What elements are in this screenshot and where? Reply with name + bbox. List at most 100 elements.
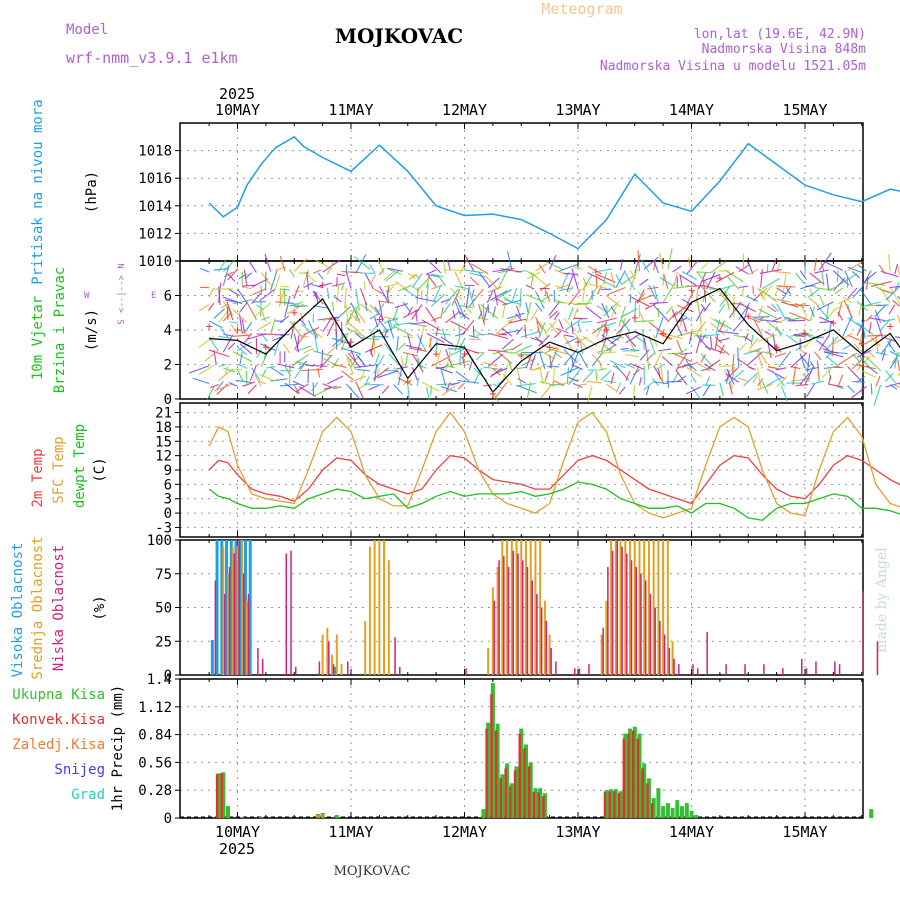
wind-arrow — [538, 334, 551, 347]
wind-arrow — [789, 311, 810, 322]
wind-arrow — [220, 303, 229, 309]
precip-frozen-bar — [321, 814, 325, 818]
wind-arrow — [896, 264, 900, 275]
wind-arrow — [259, 288, 276, 302]
wind-arrow — [218, 308, 231, 323]
wind-arrow — [775, 367, 787, 371]
wind-arrow — [894, 351, 898, 369]
wind-arrow — [206, 386, 215, 400]
wind-arrow — [322, 316, 333, 333]
wind-arrow — [257, 380, 267, 385]
wind-arrow — [861, 370, 876, 378]
wind-arrow — [388, 353, 399, 364]
day-label-bottom: 15MAY — [782, 823, 827, 841]
wind-arrow — [563, 318, 577, 332]
wind-arrow — [516, 366, 527, 370]
wind-arrow — [377, 370, 399, 379]
wind-arrow — [298, 360, 308, 370]
wind-arrow — [810, 360, 815, 369]
wind-arrow — [378, 303, 385, 312]
wind-arrow — [315, 259, 333, 270]
wind-arrow — [659, 277, 673, 286]
wind-direction-key: W E <--|--> N S — [84, 263, 156, 324]
wind-arrow — [565, 337, 579, 344]
wind-arrow — [831, 337, 834, 357]
wind-arrow — [471, 289, 475, 298]
wind-arrow — [598, 367, 607, 371]
wind-arrow — [866, 349, 875, 358]
wind-arrow — [544, 287, 547, 297]
wind-arrow — [383, 271, 394, 281]
wind-arrow — [355, 333, 365, 341]
precip-total-bar — [542, 793, 547, 818]
sfc-temp-line — [208, 411, 900, 519]
wind-arrow — [696, 271, 711, 274]
wind-arrow — [402, 301, 411, 313]
wind-arrow — [427, 275, 437, 287]
wind-arrow — [888, 337, 891, 348]
wind-gust-mark — [660, 330, 667, 337]
wind-arrow — [722, 286, 730, 297]
wind-arrow — [571, 268, 579, 290]
wind-arrow — [887, 340, 896, 353]
wind-arrow — [609, 360, 626, 369]
wind-arrow — [321, 349, 324, 368]
wind-arrow — [597, 351, 616, 355]
wind-arrow — [292, 354, 309, 367]
wind-arrow — [600, 370, 612, 381]
precip-conv-bar — [523, 748, 526, 818]
wind-arrow — [355, 364, 375, 368]
wind-arrow — [781, 286, 792, 301]
dir-arrow: <--|--> — [117, 274, 127, 313]
wind-arrow — [345, 383, 361, 400]
precip-total-bar — [646, 778, 651, 818]
wind-arrow — [327, 341, 343, 355]
precip-total-bar — [613, 789, 618, 818]
wind-arrow — [472, 288, 484, 302]
wind-arrow — [675, 353, 688, 372]
wind-arrow — [753, 319, 763, 337]
wind-arrow — [378, 301, 384, 322]
precip-total-bar — [226, 806, 230, 818]
temp-ylabel2: SFC Temp — [51, 436, 67, 503]
wind-arrow — [469, 276, 480, 286]
station-title: MOJKOVAC — [335, 24, 463, 48]
wind-arrow — [799, 270, 807, 280]
temp-tick-label: 18 — [155, 420, 172, 436]
wind-arrow — [498, 333, 508, 336]
wind-arrow — [565, 317, 584, 330]
wind-arrow — [252, 288, 267, 296]
precip-legend-item: Snijeg — [54, 762, 105, 778]
wind-arrow — [301, 323, 314, 336]
precip-total-bar — [334, 815, 339, 818]
wind-arrow — [384, 343, 394, 356]
wind-arrow — [756, 349, 763, 369]
wind-arrow — [553, 312, 560, 321]
wind-arrow — [208, 288, 215, 298]
wind-arrow — [415, 309, 418, 322]
wind-arrow — [299, 334, 309, 338]
wind-arrow — [579, 352, 588, 369]
temp-unit: (C) — [92, 457, 108, 482]
wind-arrow — [545, 291, 551, 303]
wind-arrow — [634, 320, 654, 323]
wind-arrow — [242, 286, 251, 290]
wind-arrow — [766, 338, 772, 359]
wind-arrow — [568, 376, 579, 382]
wind-arrow — [369, 264, 376, 273]
wind-arrow — [676, 339, 683, 354]
wind-arrow — [605, 326, 609, 337]
wind-arrow — [517, 377, 527, 384]
wind-arrow — [878, 264, 886, 275]
wind-arrow — [687, 257, 693, 271]
wind-arrow — [492, 267, 515, 273]
wind-arrow — [859, 288, 872, 305]
wind-arrow — [790, 352, 808, 368]
precip-conv-bar — [632, 730, 635, 818]
wind-arrow — [548, 302, 560, 317]
wind-arrow — [842, 317, 852, 337]
wind-arrow — [232, 299, 253, 305]
wind-arrow — [425, 269, 437, 276]
wind-arrow — [809, 272, 825, 285]
